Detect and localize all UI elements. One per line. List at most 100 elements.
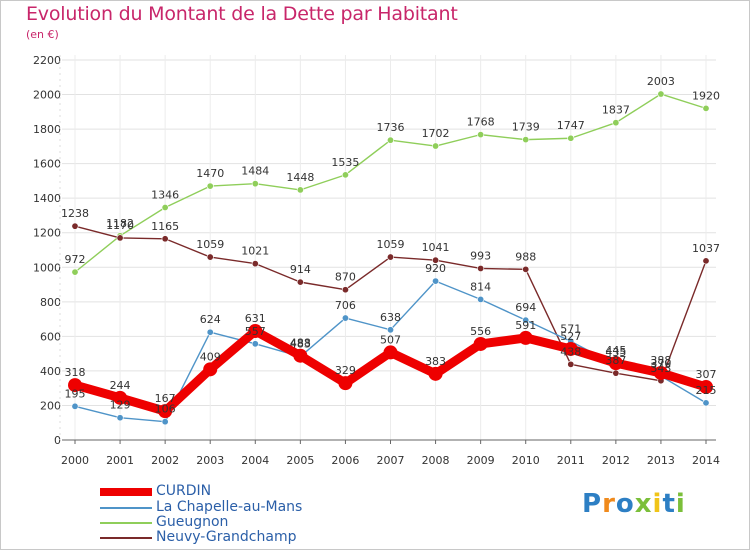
data-point-2 — [702, 104, 710, 112]
data-label: 591 — [515, 319, 536, 332]
data-point-1 — [477, 295, 485, 303]
data-point-2 — [296, 186, 304, 194]
x-tick-label: 2000 — [61, 454, 89, 467]
data-point-3 — [116, 234, 124, 242]
data-label: 1021 — [241, 245, 269, 258]
data-label: 1747 — [557, 119, 585, 132]
data-point-curdin — [338, 376, 353, 391]
data-point-3 — [522, 265, 530, 273]
data-label: 988 — [515, 250, 536, 263]
data-label: 387 — [605, 354, 626, 367]
data-point-curdin — [383, 345, 398, 360]
data-point-1 — [71, 402, 79, 410]
x-tick-label: 2003 — [196, 454, 224, 467]
data-label: 631 — [245, 312, 266, 325]
x-tick-label: 2013 — [647, 454, 675, 467]
data-label: 1448 — [286, 171, 314, 184]
data-label: 694 — [515, 301, 536, 314]
proxiti-logo: Proxiti — [582, 489, 686, 519]
data-label: 409 — [200, 350, 221, 363]
data-point-1 — [116, 414, 124, 422]
legend-item-gueugnon: Gueugnon — [100, 514, 360, 531]
y-tick-label: 1600 — [33, 158, 61, 171]
data-point-2 — [251, 180, 259, 188]
data-label: 318 — [65, 366, 86, 379]
data-label: 556 — [470, 325, 491, 338]
x-tick-label: 2009 — [467, 454, 495, 467]
x-tick-label: 2014 — [692, 454, 720, 467]
series-layer — [68, 90, 713, 426]
data-label: 814 — [470, 280, 491, 293]
data-point-2 — [386, 136, 394, 144]
y-tick-label: 800 — [40, 296, 61, 309]
data-label: 1346 — [151, 189, 179, 202]
data-label: 1739 — [512, 121, 540, 134]
x-tick-label: 2011 — [557, 454, 585, 467]
data-point-3 — [612, 369, 620, 377]
data-point-1 — [341, 314, 349, 322]
data-label: 1535 — [331, 156, 359, 169]
data-point-1 — [432, 277, 440, 285]
data-label: 244 — [110, 379, 131, 392]
data-point-2 — [567, 134, 575, 142]
data-label: 1037 — [692, 242, 720, 255]
data-label: 435 — [605, 346, 626, 359]
data-point-3 — [702, 257, 710, 265]
x-tick-label: 2004 — [241, 454, 269, 467]
data-point-3 — [71, 222, 79, 230]
data-label: 571 — [560, 322, 581, 335]
data-point-2 — [206, 182, 214, 190]
legend-swatch-la-chapelle — [100, 507, 152, 509]
data-label: 488 — [290, 337, 311, 350]
y-tick-label: 1000 — [33, 261, 61, 274]
data-point-1 — [161, 418, 169, 426]
data-point-2 — [71, 268, 79, 276]
data-point-curdin — [653, 365, 668, 380]
data-label: 1470 — [196, 167, 224, 180]
data-point-3 — [432, 256, 440, 264]
data-label: 870 — [335, 271, 356, 284]
data-label: 370 — [650, 357, 671, 370]
data-label: 624 — [200, 313, 221, 326]
data-label: 1182 — [106, 217, 134, 230]
legend-label-curdin: CURDIN — [156, 483, 212, 499]
data-label: 1165 — [151, 220, 179, 233]
legend-item-curdin: CURDIN — [100, 483, 360, 500]
data-label: 195 — [65, 387, 86, 400]
data-point-1 — [206, 328, 214, 336]
data-point-curdin — [699, 379, 713, 394]
data-label: 129 — [110, 399, 131, 412]
chart-subtitle: (en €) — [26, 28, 59, 41]
data-point-2 — [432, 142, 440, 150]
data-point-3 — [206, 253, 214, 261]
data-point-2 — [341, 171, 349, 179]
y-tick-label: 400 — [40, 365, 61, 378]
data-label: 167 — [155, 392, 176, 405]
data-label: 507 — [380, 333, 401, 346]
data-label: 1059 — [377, 238, 405, 251]
y-tick-label: 1200 — [33, 227, 61, 240]
legend-label-gueugnon: Gueugnon — [156, 514, 229, 530]
y-tick-label: 1400 — [33, 192, 61, 205]
data-label: 383 — [425, 355, 446, 368]
data-point-curdin — [113, 390, 128, 405]
x-tick-label: 2008 — [422, 454, 450, 467]
data-point-3 — [161, 235, 169, 243]
data-label: 1920 — [692, 89, 720, 102]
data-point-1 — [251, 340, 259, 348]
data-label: 388 — [650, 354, 671, 367]
data-label: 2003 — [647, 75, 675, 88]
y-tick-label: 600 — [40, 330, 61, 343]
data-label: 1238 — [61, 207, 89, 220]
data-label: 215 — [696, 384, 717, 397]
x-tick-label: 2006 — [331, 454, 359, 467]
data-point-2 — [161, 204, 169, 212]
data-label: 993 — [470, 249, 491, 262]
data-point-3 — [477, 264, 485, 272]
axis-layer: 0 200 400 600 800 1000 1200 1400 1600 1800 2000 220… — [33, 54, 720, 467]
data-point-curdin — [518, 330, 533, 345]
x-tick-label: 2005 — [286, 454, 314, 467]
data-label: 920 — [425, 262, 446, 275]
x-tick-label: 2007 — [377, 454, 405, 467]
